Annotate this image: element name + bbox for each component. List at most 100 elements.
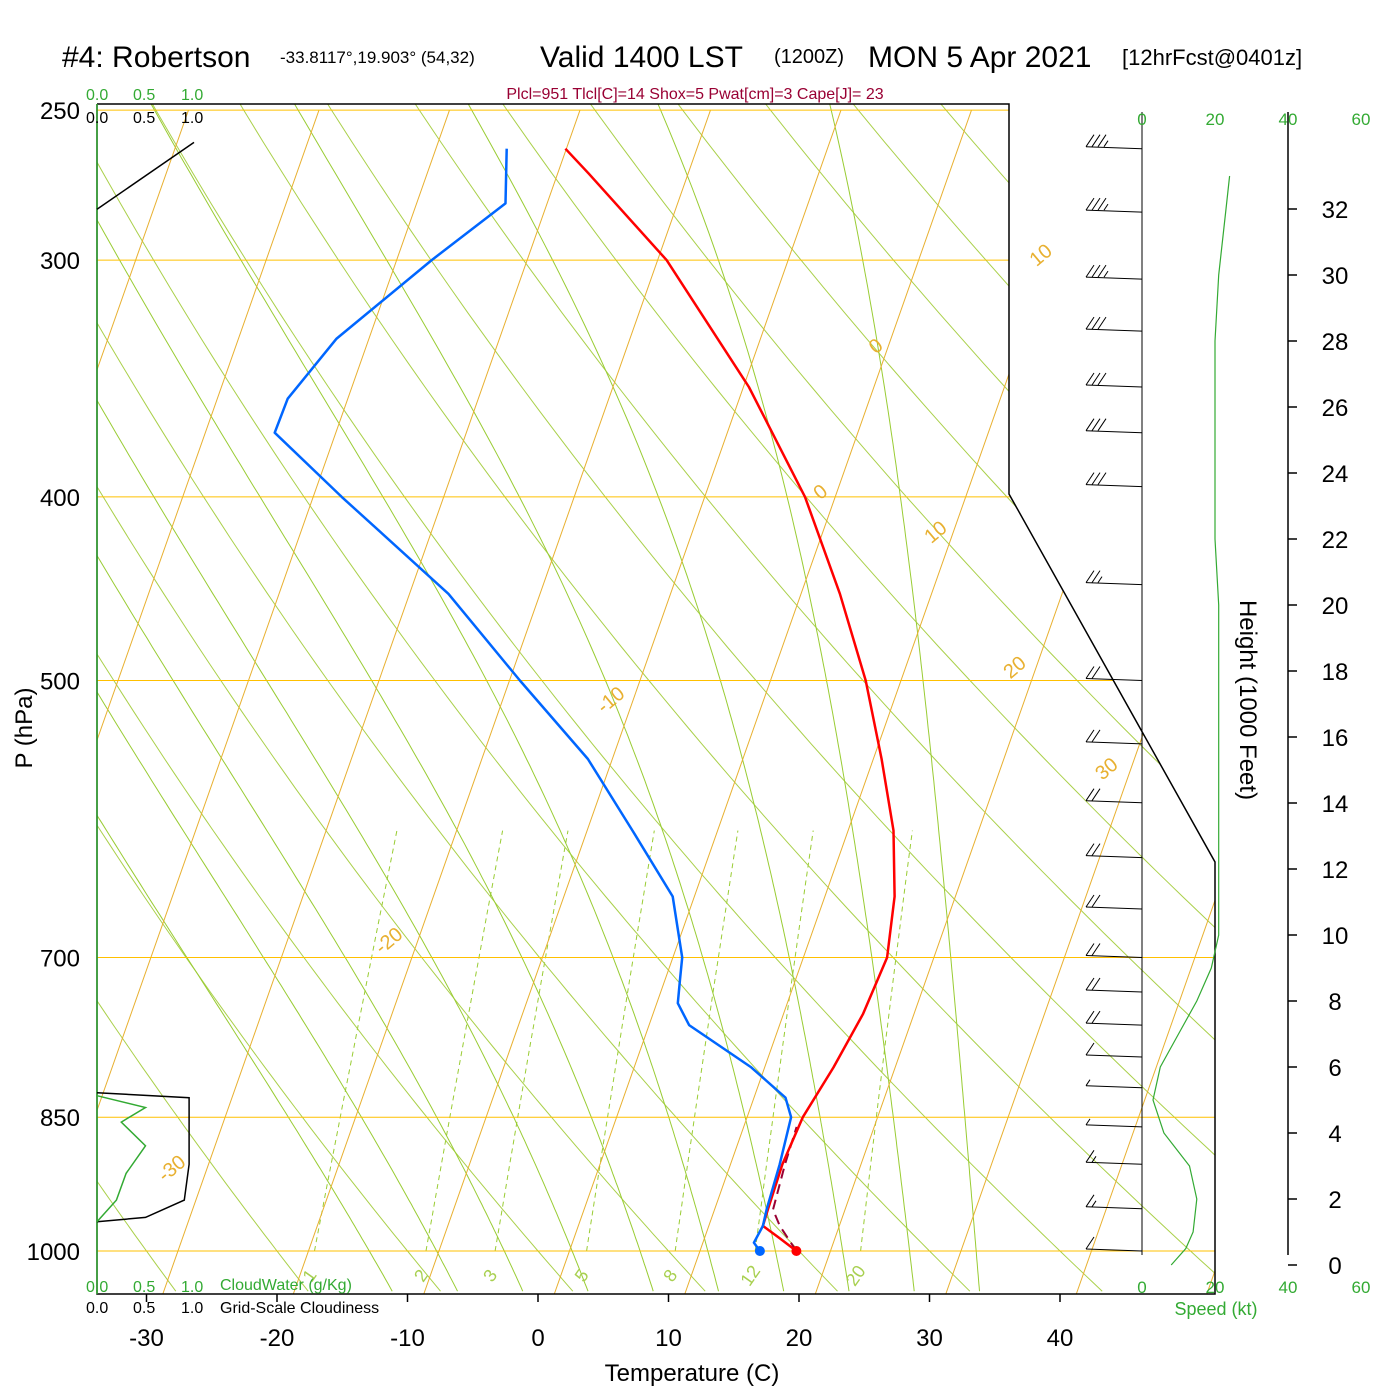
height-tick-label: 10 bbox=[1322, 923, 1349, 950]
wind-barb-flag bbox=[1091, 134, 1101, 147]
wind-barb-shaft bbox=[1085, 384, 1143, 388]
wind-barb-flag bbox=[1091, 894, 1101, 908]
wind-barb bbox=[1085, 1079, 1143, 1089]
wind-barb-flag bbox=[1085, 197, 1095, 211]
dry-adiabat bbox=[97, 104, 441, 1292]
x-tick-label: -30 bbox=[129, 1325, 164, 1352]
wind-barb-shaft bbox=[1085, 741, 1143, 745]
wind-barb-shaft bbox=[1085, 800, 1143, 804]
speed-tick-label-top: 60 bbox=[1352, 110, 1371, 129]
height-tick-label: 28 bbox=[1322, 329, 1349, 356]
moist-adiabat bbox=[278, 104, 785, 1292]
wind-barb bbox=[1085, 372, 1143, 388]
wind-barb-flag bbox=[1097, 264, 1107, 278]
cloudiness-scale-tick: 0.5 bbox=[133, 110, 155, 127]
cloudiness-scale-tick: 0.5 bbox=[133, 1300, 155, 1317]
wind-barb bbox=[1085, 1010, 1143, 1026]
height-tick-label: 24 bbox=[1322, 461, 1349, 488]
wind-barb-flag bbox=[1097, 472, 1107, 485]
wind-barb-shaft bbox=[1085, 582, 1143, 586]
wind-barb-shaft bbox=[1085, 484, 1143, 488]
wind-barb-flag bbox=[1085, 264, 1095, 278]
cloudwater-label: CloudWater (g/Kg) bbox=[220, 1277, 352, 1294]
wind-barb-shaft bbox=[1085, 955, 1143, 958]
wind-barb-flag bbox=[1085, 570, 1095, 583]
wind-barb bbox=[1085, 977, 1143, 993]
parcel-line bbox=[772, 1126, 798, 1252]
wind-barb-shaft bbox=[1085, 855, 1143, 859]
moist-adiabat bbox=[135, 104, 719, 1292]
wind-barb-flag bbox=[1097, 197, 1107, 211]
cloudwater-scale-tick: 0.0 bbox=[86, 1279, 108, 1296]
speed-axis-label: Speed (kt) bbox=[1174, 1299, 1257, 1319]
dry-adiabat bbox=[396, 104, 1215, 1292]
wind-barb-flag bbox=[1091, 729, 1101, 743]
pressure-tick-label: 500 bbox=[40, 669, 80, 696]
wind-barb-flag bbox=[1097, 316, 1107, 330]
wind-barb bbox=[1085, 843, 1143, 859]
wind-barb-half-flag bbox=[1091, 1156, 1097, 1163]
dry-adiabat bbox=[97, 104, 574, 1292]
height-tick-label: 14 bbox=[1322, 791, 1349, 818]
wind-barb bbox=[1085, 316, 1143, 332]
speed-tick-label-top: 40 bbox=[1279, 110, 1298, 129]
wind-barb-flag bbox=[1085, 316, 1095, 330]
pressure-tick-label: 400 bbox=[40, 485, 80, 512]
speed-tick-label-bottom: 40 bbox=[1279, 1278, 1298, 1297]
pressure-tick-label: 700 bbox=[40, 946, 80, 973]
dewpoint-line bbox=[273, 148, 793, 1252]
mixing-ratio-line bbox=[314, 830, 398, 1252]
wind-barb bbox=[1085, 788, 1143, 804]
dry-adiabat bbox=[223, 104, 1215, 1292]
wind-barb-flag bbox=[1085, 1194, 1095, 1208]
wind-speed-line bbox=[1152, 175, 1231, 1266]
moist-adiabat bbox=[822, 104, 980, 1292]
x-tick-label: -10 bbox=[390, 1325, 425, 1352]
sounding-profiles bbox=[273, 147, 896, 1256]
wind-barb-flag bbox=[1085, 788, 1095, 801]
x-tick-label: 10 bbox=[655, 1325, 682, 1352]
speed-tick-label-bottom: 60 bbox=[1352, 1278, 1371, 1297]
wind-barb-shaft bbox=[1085, 1085, 1143, 1089]
cloudwater-scale-tick: 0.5 bbox=[133, 1279, 155, 1296]
dry-adiabat bbox=[570, 104, 1215, 1292]
pressure-tick-label: 250 bbox=[40, 98, 80, 125]
wind-barb-shaft bbox=[1085, 1248, 1143, 1252]
height-tick-label: 18 bbox=[1322, 659, 1349, 686]
forecast-info: [12hrFcst@0401z] bbox=[1122, 45, 1302, 70]
wind-barb-flag bbox=[1085, 1236, 1095, 1250]
x-tick-label: 20 bbox=[786, 1325, 813, 1352]
x-axis-label: Temperature (C) bbox=[605, 1360, 780, 1387]
height-tick-label: 32 bbox=[1322, 197, 1349, 224]
cloudwater-scale-tick: 1.0 bbox=[181, 87, 203, 104]
dry-adiabat bbox=[483, 104, 1215, 1292]
height-tick-label: 26 bbox=[1322, 395, 1349, 422]
dry-adiabat bbox=[97, 104, 838, 1292]
wind-barb bbox=[1085, 134, 1143, 150]
moist-adiabat bbox=[645, 104, 915, 1292]
wind-barb-flag bbox=[1091, 666, 1101, 679]
wind-barb bbox=[1085, 264, 1143, 280]
mixing-ratio-line bbox=[586, 830, 655, 1252]
dry-adiabat bbox=[97, 104, 309, 1292]
pressure-tick-label: 300 bbox=[40, 248, 80, 275]
cloudiness-scale-tick: 0.0 bbox=[86, 1300, 108, 1317]
speed-tick-label-top: 0 bbox=[1137, 110, 1146, 129]
wind-barb bbox=[1085, 570, 1143, 586]
height-tick-label: 0 bbox=[1328, 1253, 1341, 1280]
wind-barb bbox=[1085, 1150, 1143, 1165]
wind-barb bbox=[1085, 1118, 1143, 1128]
wind-barb-half-flag bbox=[1085, 1118, 1091, 1126]
height-tick-label: 8 bbox=[1328, 989, 1341, 1016]
mixing-ratio-line bbox=[425, 830, 504, 1252]
wind-barb-half-flag bbox=[1091, 1200, 1097, 1208]
dry-adiabat bbox=[657, 104, 1215, 1292]
wind-barb-half-flag bbox=[1103, 203, 1109, 211]
isotherm-line bbox=[162, 109, 581, 1294]
wind-barb-flag bbox=[1085, 666, 1095, 679]
wind-barb-flag bbox=[1091, 316, 1101, 330]
wind-barb-flag bbox=[1085, 1150, 1095, 1163]
wind-barb bbox=[1085, 472, 1143, 488]
speed-tick-label-top: 20 bbox=[1206, 110, 1225, 129]
